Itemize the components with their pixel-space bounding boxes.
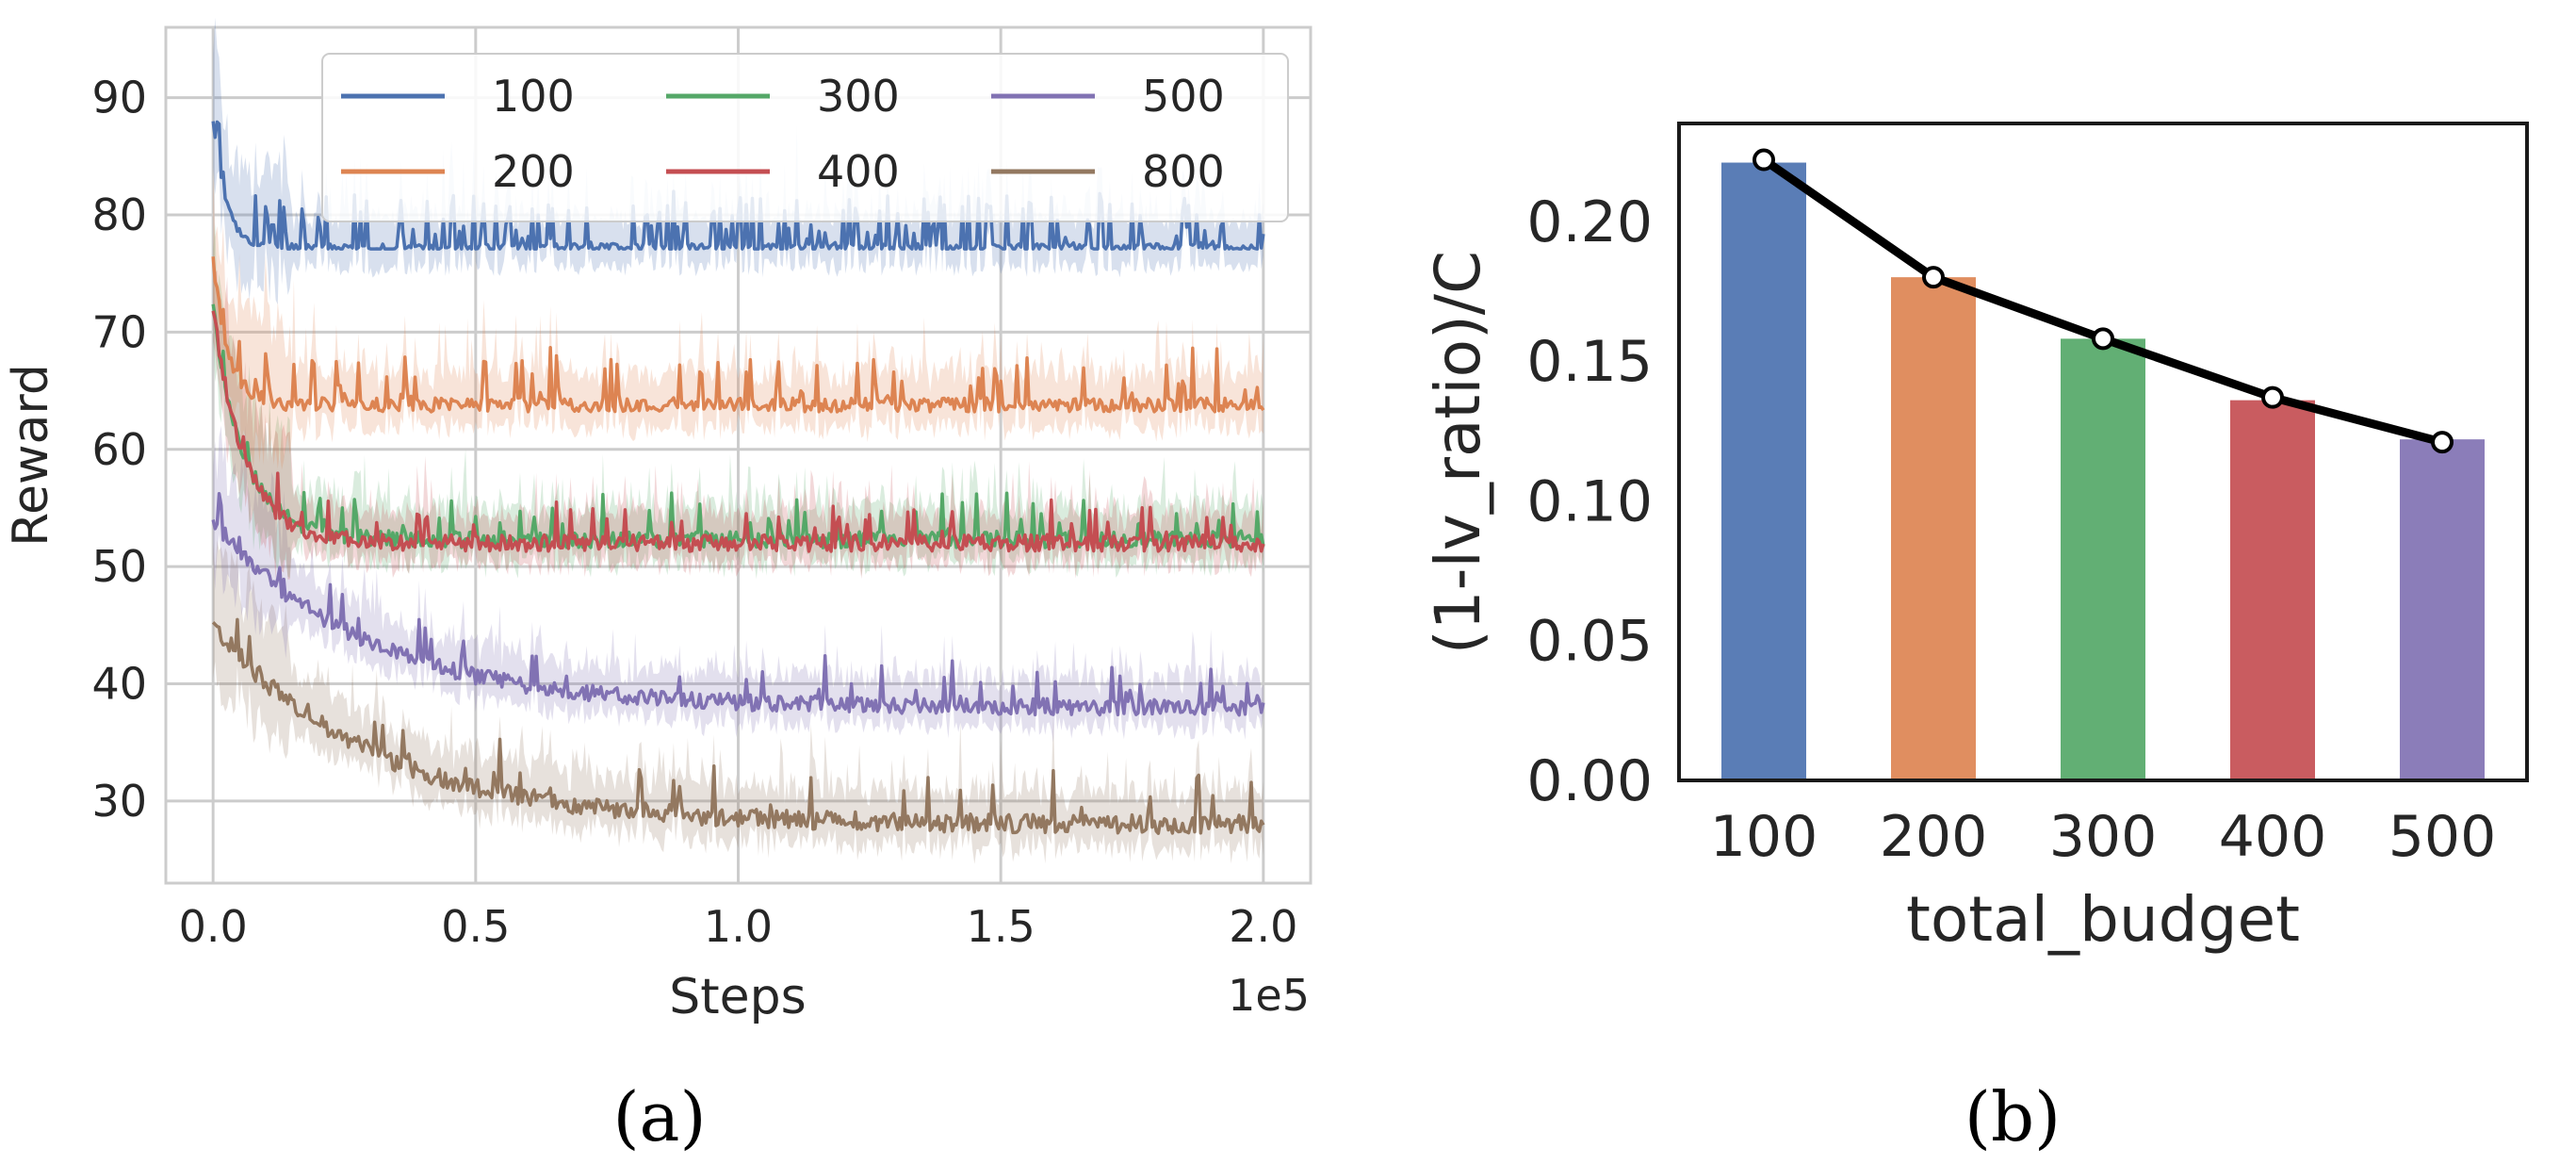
trend-marker-300 — [2092, 327, 2114, 351]
legend-label-100: 100 — [492, 71, 575, 122]
bar-500 — [2400, 439, 2485, 780]
y-tick-a-50: 50 — [91, 541, 147, 592]
legend-label-500: 500 — [1142, 71, 1225, 122]
y-tick-a-60: 60 — [91, 424, 147, 475]
x-tick-a-0.0: 0.0 — [179, 901, 248, 952]
series-line-500 — [211, 492, 1265, 717]
x-tick-b-100: 100 — [1710, 804, 1818, 870]
series-line-800 — [211, 617, 1265, 835]
legend-a: 100 200 300 400 500 800 — [321, 53, 1289, 222]
plot-frame-b — [1677, 122, 2529, 782]
budget-bars — [1721, 162, 2485, 780]
ratio-trend-line — [1753, 148, 2454, 454]
bar-100 — [1721, 162, 1806, 780]
band-500 — [213, 425, 1264, 743]
y-tick-b-0.20: 0.20 — [1526, 189, 1653, 255]
y-tick-a-30: 30 — [91, 776, 147, 827]
x-tick-a-1.0: 1.0 — [704, 901, 773, 952]
y-tick-b-0.00: 0.00 — [1526, 748, 1653, 814]
reward-series — [211, 120, 1265, 835]
y-tick-a-70: 70 — [91, 306, 147, 357]
y-axis-label-b: (1-lv_ratio)/C — [1422, 251, 1494, 654]
x-ticks-a: 0.0 0.5 1.0 1.5 2.0 — [179, 901, 1298, 952]
x-tick-b-300: 300 — [2049, 804, 2158, 870]
bar-400 — [2230, 400, 2315, 780]
y-tick-a-90: 90 — [91, 73, 147, 123]
bar-200 — [1891, 277, 1976, 780]
legend-label-300: 300 — [817, 71, 900, 122]
bar-300 — [2061, 338, 2145, 780]
series-line-200 — [211, 256, 1265, 414]
trend-marker-400 — [2261, 385, 2284, 409]
legend-label-200: 200 — [492, 146, 575, 197]
x-tick-b-500: 500 — [2389, 804, 2497, 870]
y-tick-b-0.10: 0.10 — [1526, 468, 1653, 534]
trend-marker-200 — [1922, 266, 1945, 289]
panel-label-b: (b) — [1965, 1077, 2061, 1156]
y-tick-a-80: 80 — [91, 189, 147, 240]
x-ticks-b: 100 200 300 400 500 — [1710, 804, 2497, 870]
y-ticks-b: 0.00 0.05 0.10 0.15 0.20 — [1526, 189, 1653, 814]
x-tick-a-2.0: 2.0 — [1229, 901, 1297, 952]
y-tick-b-0.15: 0.15 — [1526, 329, 1653, 395]
y-axis-label-a: Reward — [3, 364, 59, 547]
trend-marker-500 — [2431, 431, 2454, 454]
legend-label-400: 400 — [817, 146, 900, 197]
ratio-bar-chart: 0.00 0.05 0.10 0.15 0.20 100 200 300 400 500 (1-… — [1422, 122, 2529, 1156]
x-multiplier: 1e5 — [1228, 970, 1310, 1021]
panel-label-a: (a) — [612, 1077, 706, 1156]
legend-label-800: 800 — [1142, 146, 1225, 197]
x-axis-label-a: Steps — [669, 969, 807, 1025]
x-tick-a-0.5: 0.5 — [441, 901, 510, 952]
y-tick-b-0.05: 0.05 — [1526, 609, 1653, 675]
y-tick-a-40: 40 — [91, 659, 147, 710]
trend-marker-100 — [1753, 148, 1775, 172]
y-ticks-a: 30 40 50 60 70 80 90 — [91, 73, 147, 827]
reward-line-chart: 30 40 50 60 70 80 90 0.0 0.5 1.0 1.5 2.0 Reward St… — [3, 17, 1312, 1156]
x-tick-a-1.5: 1.5 — [967, 901, 1035, 952]
series-line-400 — [211, 310, 1265, 553]
x-axis-label-b: total_budget — [1906, 883, 2300, 956]
x-tick-b-400: 400 — [2219, 804, 2327, 870]
x-tick-b-200: 200 — [1880, 804, 1988, 870]
